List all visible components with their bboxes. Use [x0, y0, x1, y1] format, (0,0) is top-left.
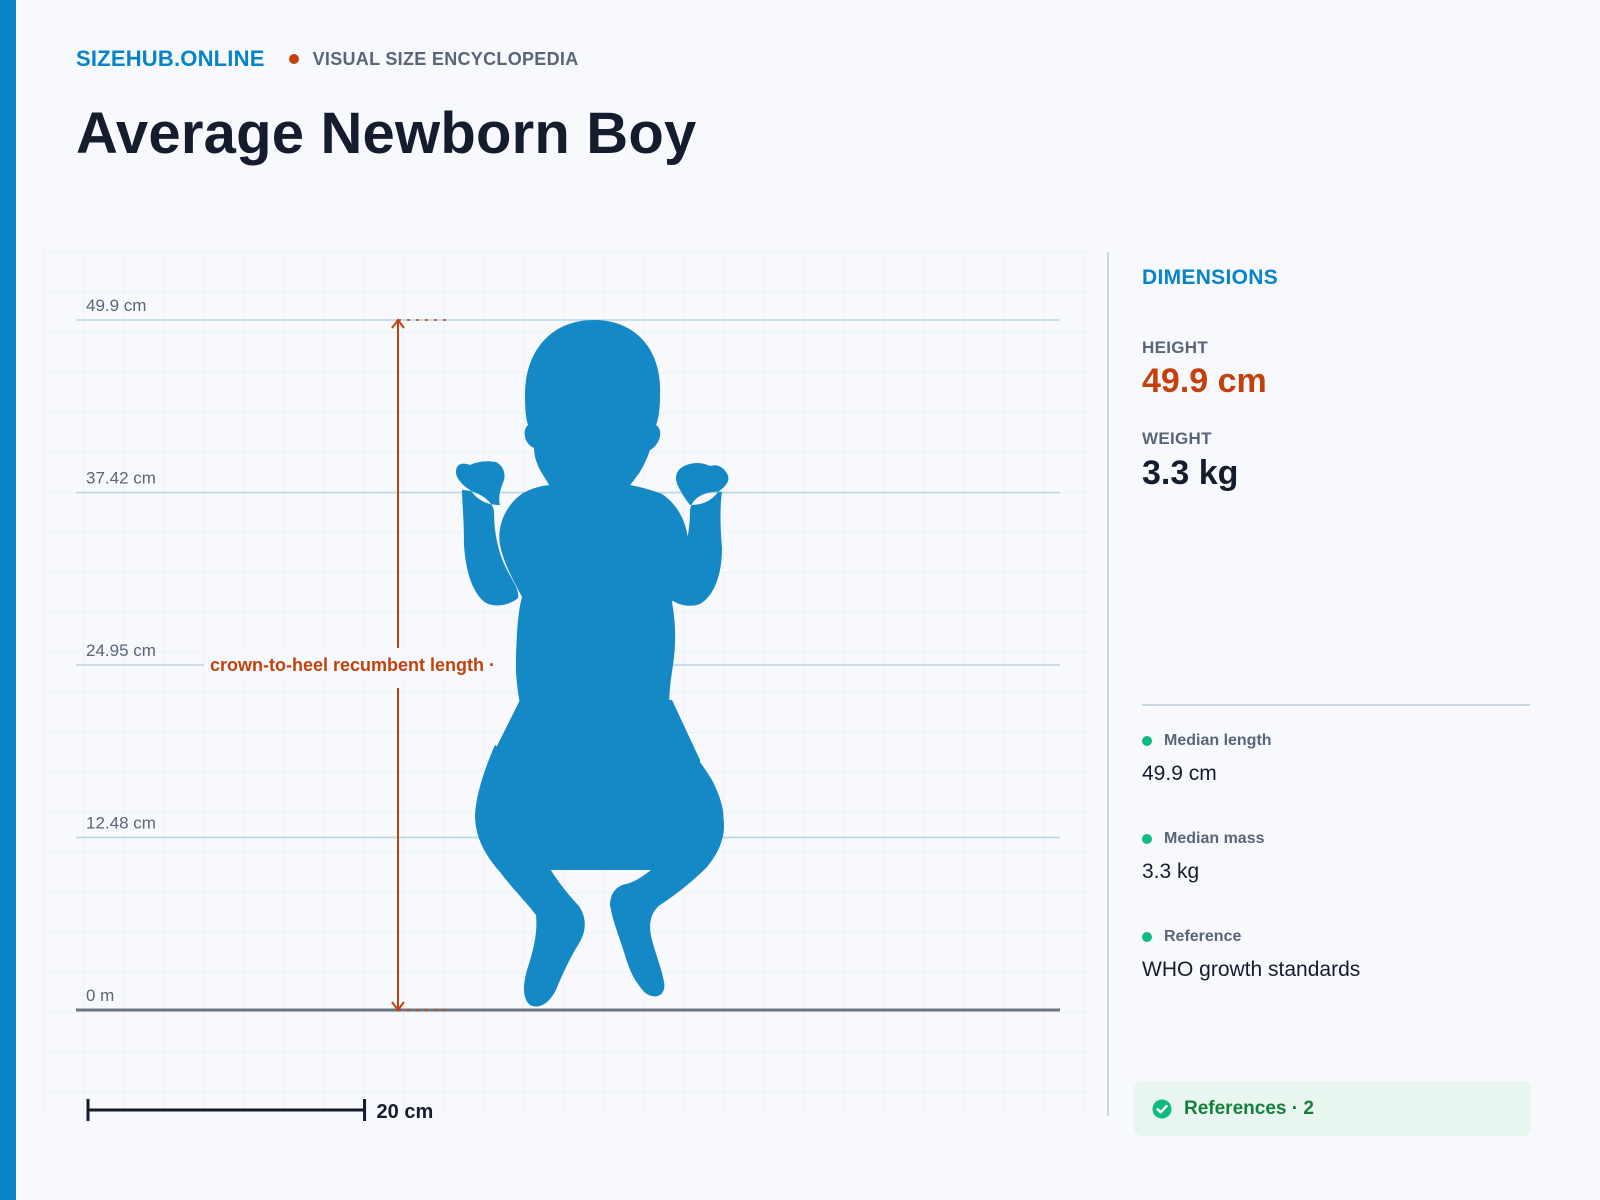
fact-label: Median length	[1164, 732, 1272, 749]
silhouette-right-leg	[610, 745, 725, 997]
fact-value: 3.3 kg	[1142, 860, 1200, 883]
divider-rule	[1142, 704, 1530, 706]
scale-bar: 20 cm	[86, 1099, 434, 1123]
references-label: References · 2	[1184, 1097, 1314, 1119]
brand-link[interactable]: SIZEHUB.ONLINE	[76, 46, 265, 71]
weight-value: 3.3 kg	[1142, 454, 1239, 492]
site-header: SIZEHUB.ONLINE VISUAL SIZE ENCYCLOPEDIA	[76, 46, 579, 72]
reference-line-label: 37.42 cm	[86, 469, 156, 488]
dimensions-title: DIMENSIONS	[1142, 266, 1279, 289]
reference-line-label: 49.9 cm	[86, 296, 146, 315]
status-dot	[1142, 736, 1152, 746]
measure-label: crown-to-heel recumbent length ·	[210, 655, 495, 675]
fact-median-mass: Median mass 3.3 kg	[1142, 830, 1264, 884]
fact-label: Median mass	[1164, 830, 1265, 847]
scale-bar-label: 20 cm	[377, 1101, 434, 1123]
separator-dot	[288, 54, 299, 64]
status-dot	[1142, 834, 1152, 844]
silhouette-right-arm	[669, 463, 729, 606]
silhouette-left-arm	[456, 461, 519, 606]
accent-bar	[0, 0, 16, 1200]
dimensions-panel: DIMENSIONS HEIGHT 49.9 cm WEIGHT 3.3 kg …	[1142, 266, 1532, 981]
measure-label-background	[204, 650, 516, 680]
reference-line-label: 24.95 cm	[86, 641, 156, 660]
height-label: HEIGHT	[1142, 338, 1209, 357]
fact-median-length: Median length 49.9 cm	[1142, 732, 1272, 786]
weight-label: WEIGHT	[1142, 429, 1212, 448]
site-tagline: VISUAL SIZE ENCYCLOPEDIA	[312, 48, 579, 69]
reference-line-label: 12.48 cm	[86, 813, 156, 832]
references-button[interactable]: References · 2	[1134, 1081, 1531, 1136]
silhouette-left-leg	[475, 745, 585, 1007]
newborn-silhouette	[456, 320, 729, 1007]
reference-line-label: 0 m	[86, 986, 114, 1005]
page-title: Average Newborn Boy	[76, 101, 697, 166]
check-circle-icon	[1152, 1099, 1172, 1118]
height-value: 49.9 cm	[1142, 362, 1267, 400]
sidebar-divider	[1107, 252, 1109, 1116]
silhouette-head	[524, 320, 661, 488]
silhouette-hips	[490, 700, 700, 826]
fact-value: WHO growth standards	[1142, 958, 1361, 981]
fact-label: Reference	[1164, 928, 1242, 945]
fact-value: 49.9 cm	[1142, 762, 1217, 785]
fact-reference: Reference WHO growth standards	[1142, 928, 1360, 982]
height-measure: crown-to-heel recumbent length ·	[204, 318, 516, 1012]
status-dot	[1142, 932, 1152, 942]
